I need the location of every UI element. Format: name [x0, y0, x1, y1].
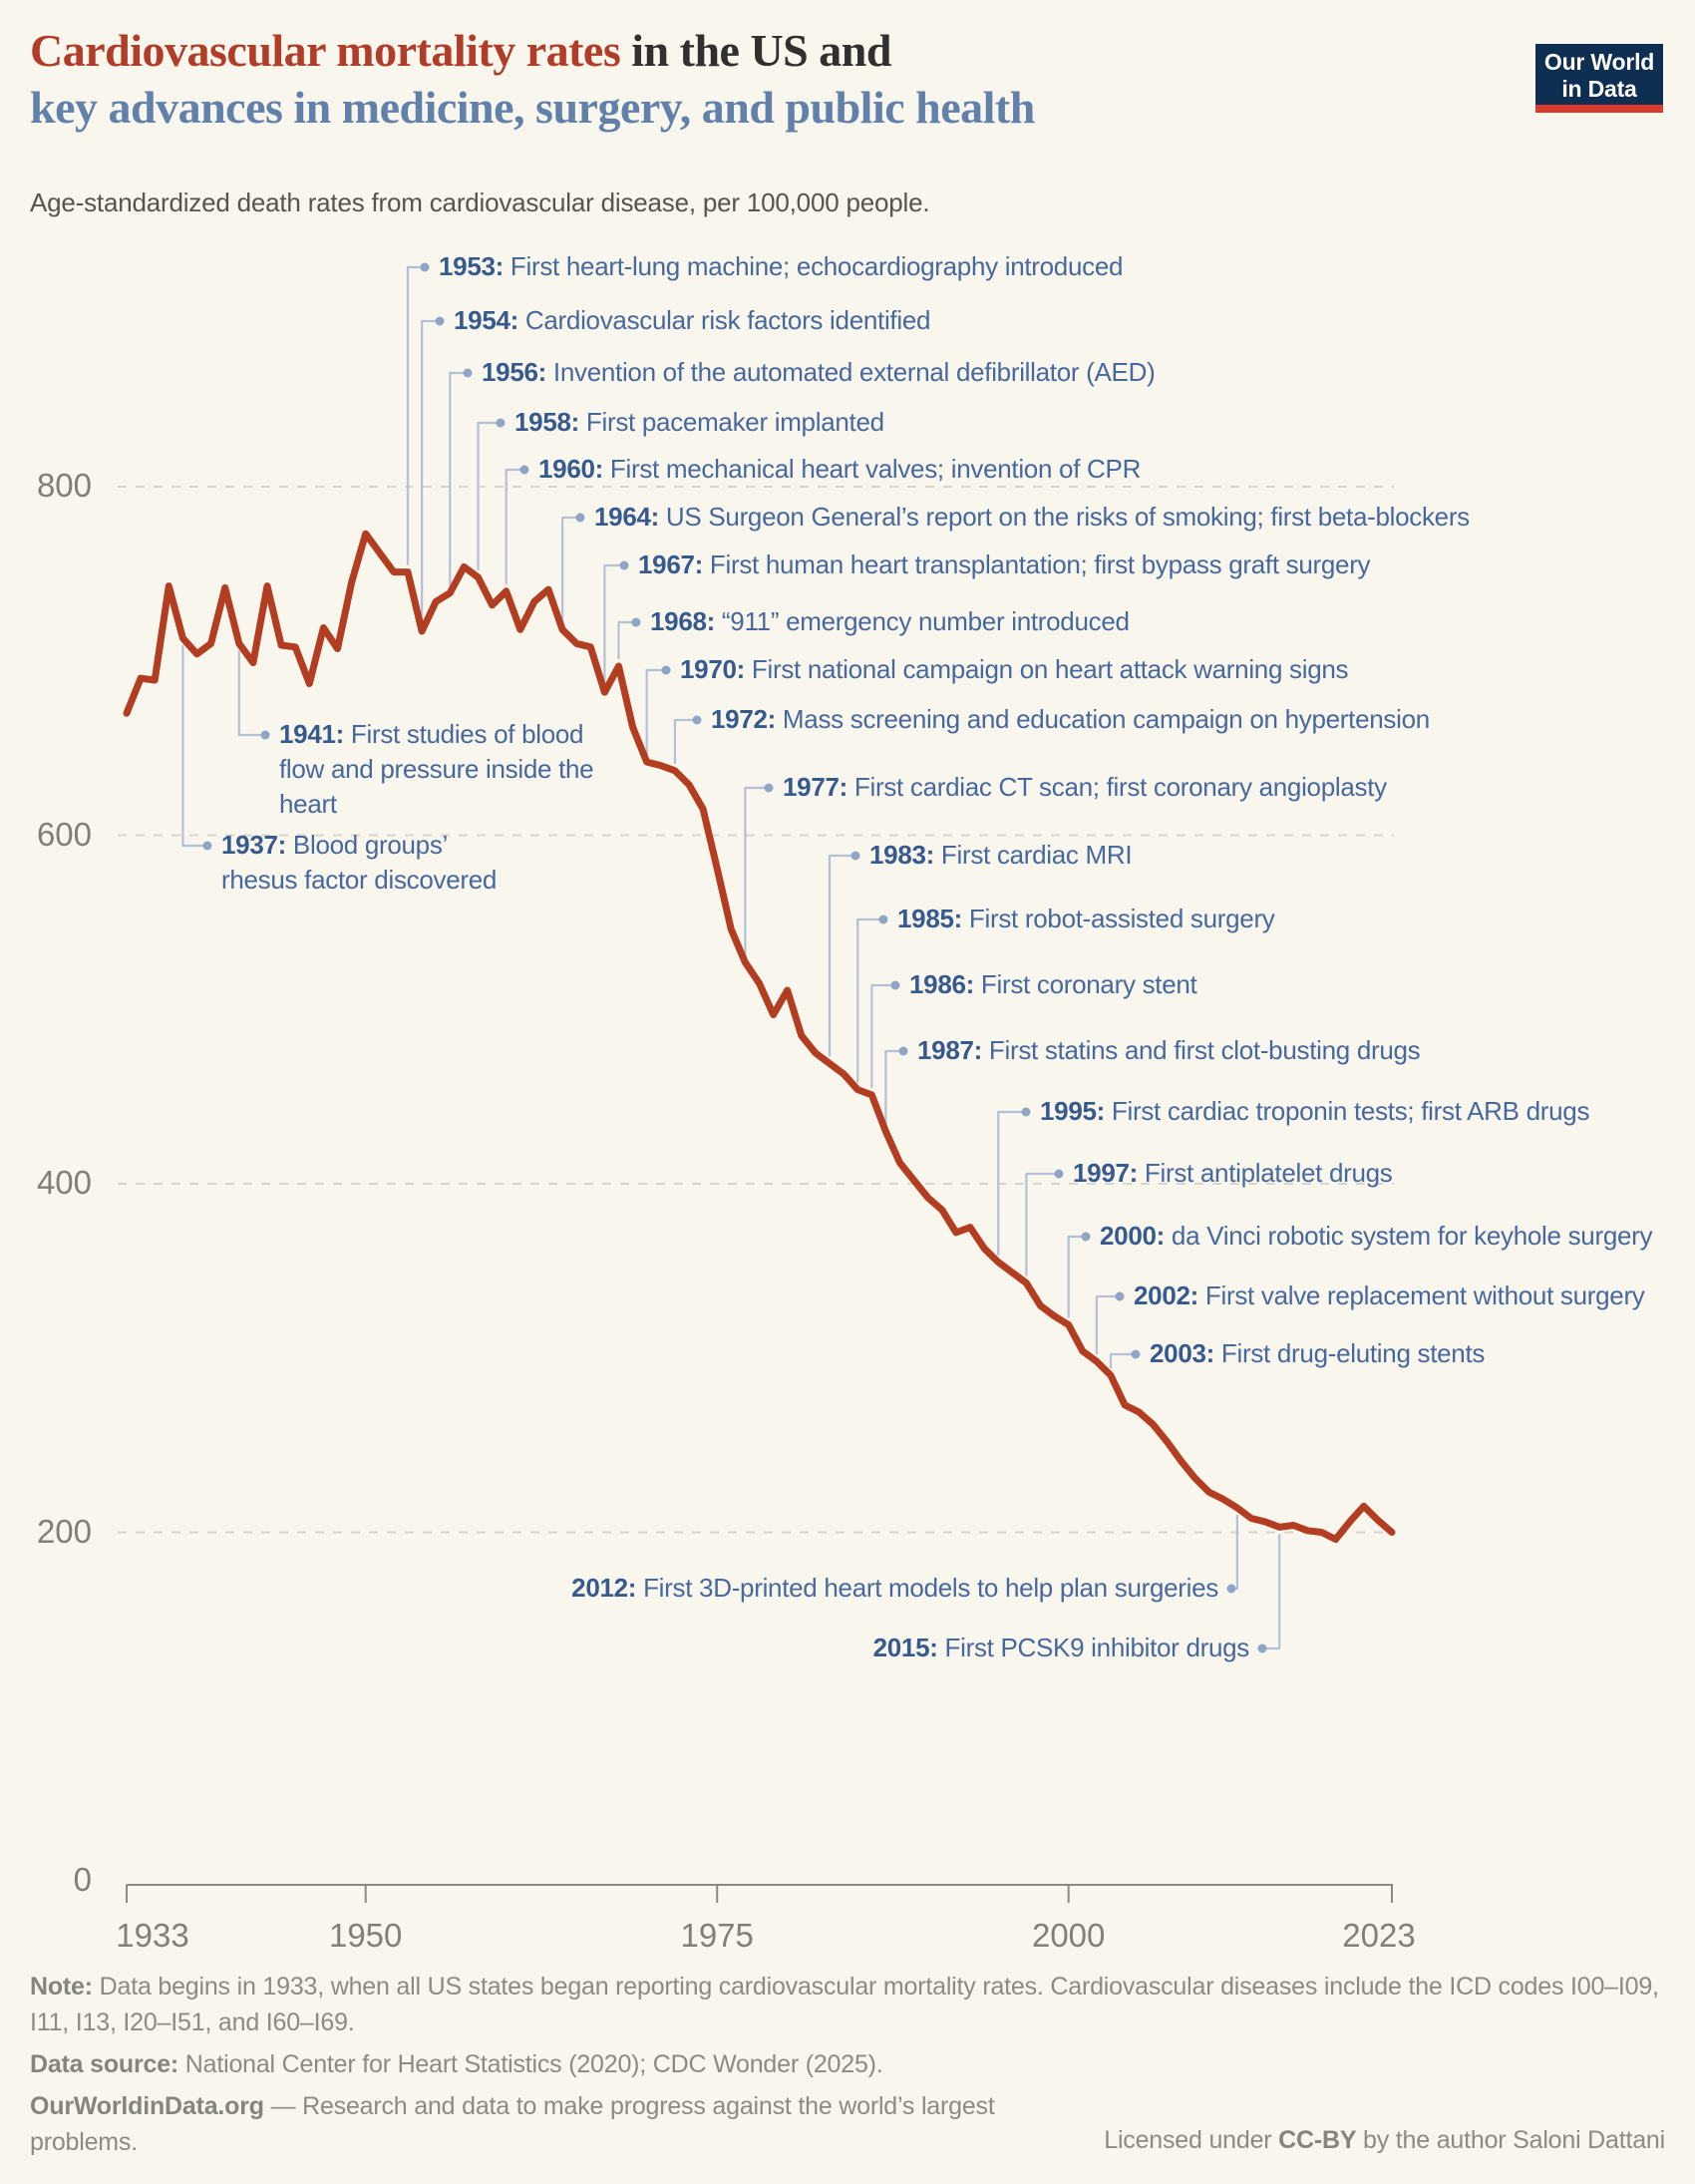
annotation-connector-1983 [828, 854, 855, 1057]
annotation-connector-1972 [673, 718, 697, 764]
footer-owid-attribution: OurWorldinData.org — Research and data t… [30, 2088, 1007, 2160]
annotation-connector-1960 [505, 468, 524, 584]
annotation-dot-1983 [850, 851, 860, 861]
datasource-text: National Center for Heart Statistics (20… [178, 2050, 883, 2078]
annotation-dot-1967 [619, 560, 629, 570]
annotation-connector-1941 [237, 650, 265, 737]
annotation-connector-2000 [1067, 1235, 1086, 1318]
annotation-connector-1986 [870, 983, 895, 1088]
annotation-dot-1960 [519, 465, 529, 475]
owid-org-label: OurWorldinData.org [30, 2092, 264, 2120]
logo-line1: Our World [1543, 49, 1655, 75]
annotation-connector-1968 [617, 620, 636, 659]
annotation-dot-1964 [575, 513, 585, 523]
annotation-dot-1977 [764, 783, 774, 793]
annotation-dot-1985 [878, 914, 888, 924]
logo-red-strip [1535, 105, 1663, 113]
annotation-connector-1967 [603, 563, 624, 686]
annotation-dot-2003 [1131, 1349, 1141, 1359]
annotation-dot-2002 [1115, 1291, 1125, 1301]
annotation-dot-1956 [463, 368, 473, 378]
annotation-dot-1997 [1054, 1169, 1064, 1179]
title-line2: key advances in medicine, surgery, and p… [30, 82, 1035, 133]
annotation-connector-1953 [406, 265, 425, 565]
annotation-connector-1956 [449, 371, 468, 586]
annotation-dot-2012 [1226, 1584, 1236, 1594]
annotation-dot-2015 [1257, 1643, 1267, 1653]
owid-logo: Our World in Data [1535, 44, 1663, 113]
annotation-dot-1986 [890, 980, 900, 990]
page-title: Cardiovascular mortality rates in the US… [30, 22, 1035, 136]
annotation-dot-1958 [496, 418, 506, 428]
annotation-connector-1987 [884, 1049, 903, 1125]
owid-org-text: — Research and data to make progress aga… [30, 2092, 995, 2156]
annotation-dot-1987 [898, 1046, 908, 1056]
owid-logo-text: Our World in Data [1535, 44, 1663, 103]
annotation-dot-1972 [692, 715, 702, 725]
annotation-connector-2003 [1109, 1352, 1136, 1369]
annotation-connector-1970 [645, 668, 666, 756]
footer-license: Licensed under CC-BY by the author Salon… [1104, 2122, 1665, 2158]
footer-datasource: Data source: National Center for Heart S… [30, 2046, 1665, 2082]
annotation-connector-1937 [181, 645, 207, 848]
annotation-connector-2002 [1095, 1294, 1120, 1355]
datasource-label: Data source: [30, 2050, 179, 2078]
annotation-connector-2015 [1262, 1534, 1281, 1650]
license-ccby: CC-BY [1278, 2126, 1357, 2154]
annotation-connector-1985 [856, 917, 883, 1083]
annotation-dot-1970 [661, 665, 671, 675]
note-text: Data begins in 1933, when all US states … [30, 1973, 1659, 2036]
annotation-connector-1954 [421, 319, 440, 625]
annotation-connector-1995 [997, 1110, 1026, 1256]
annotation-connector-1958 [477, 421, 501, 570]
annotation-connector-1997 [1025, 1172, 1059, 1276]
annotation-dot-1937 [202, 841, 212, 851]
annotation-dot-1968 [631, 617, 641, 627]
license-pre: Licensed under [1104, 2126, 1279, 2154]
annotation-dot-2000 [1081, 1232, 1091, 1242]
annotation-connector-1964 [561, 516, 580, 623]
logo-line2: in Data [1561, 76, 1637, 102]
chart-subtitle: Age-standardized death rates from cardio… [30, 187, 930, 217]
annotation-connector-2012 [1231, 1515, 1238, 1591]
title-highlight: Cardiovascular mortality rates [30, 25, 621, 76]
license-post: by the author Saloni Dattani [1356, 2126, 1665, 2154]
mortality-data-line [123, 530, 1396, 1543]
annotation-connector-1977 [744, 786, 769, 956]
footer-note: Note: Data begins in 1933, when all US s… [30, 1969, 1665, 2040]
note-label: Note: [30, 1973, 93, 2001]
annotation-dot-1953 [420, 262, 430, 272]
annotation-dot-1941 [260, 730, 270, 740]
title-rest: in the US and [620, 25, 891, 76]
annotation-dot-1954 [435, 316, 445, 326]
annotation-dot-1995 [1021, 1107, 1031, 1117]
